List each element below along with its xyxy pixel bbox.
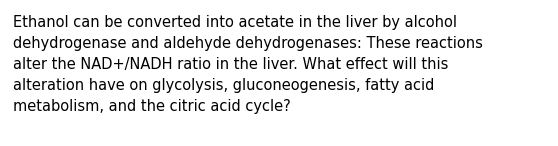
Text: Ethanol can be converted into acetate in the liver by alcohol
dehydrogenase and : Ethanol can be converted into acetate in… bbox=[13, 15, 483, 114]
